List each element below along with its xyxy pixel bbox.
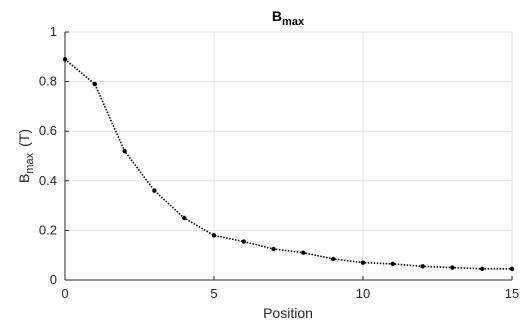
x-tick-label: 15 <box>505 286 519 301</box>
y-tick-label: 0.2 <box>39 222 57 237</box>
y-tick-label: 0.6 <box>39 123 57 138</box>
data-point <box>509 266 515 272</box>
ticks: 0 5 10 15 0 0.2 0.4 0.6 0.8 1 <box>39 24 519 301</box>
plot-background <box>65 32 512 280</box>
chart-title-subscript: max <box>282 16 305 28</box>
data-point <box>390 261 395 267</box>
data-point <box>450 265 455 270</box>
series-line <box>64 58 512 270</box>
data-point <box>62 57 68 62</box>
chart-title-main: B <box>272 8 282 24</box>
x-tick-label: 10 <box>356 286 370 301</box>
data-point <box>92 81 98 87</box>
data-point <box>331 256 336 262</box>
data-point <box>480 266 485 272</box>
y-axis-label-unit: (T) <box>16 129 32 147</box>
y-tick-label: 0.4 <box>39 173 57 188</box>
y-axis-label-subscript: max <box>24 152 36 173</box>
y-tick-label: 0 <box>50 272 57 287</box>
data-point <box>360 260 366 265</box>
axes <box>64 32 512 281</box>
series-markers <box>62 57 515 272</box>
y-tick-label: 1 <box>50 24 57 39</box>
data-point <box>211 233 217 238</box>
series-polyline <box>64 58 512 270</box>
data-point <box>301 250 306 255</box>
y-axis-label: Bmax (T) <box>16 129 36 183</box>
y-axis-label-main: B <box>16 174 32 183</box>
x-tick-label: 0 <box>61 286 68 301</box>
x-axis-label: Position <box>263 305 313 321</box>
data-point <box>122 148 127 154</box>
y-tick-label: 0.8 <box>39 74 57 89</box>
data-point <box>241 239 246 244</box>
data-point <box>152 188 157 193</box>
data-point <box>182 215 187 221</box>
x-tick-label: 5 <box>210 286 217 301</box>
chart-title: Bmax <box>272 8 305 28</box>
data-point <box>271 246 276 252</box>
grid <box>65 31 513 280</box>
data-point <box>420 264 425 269</box>
